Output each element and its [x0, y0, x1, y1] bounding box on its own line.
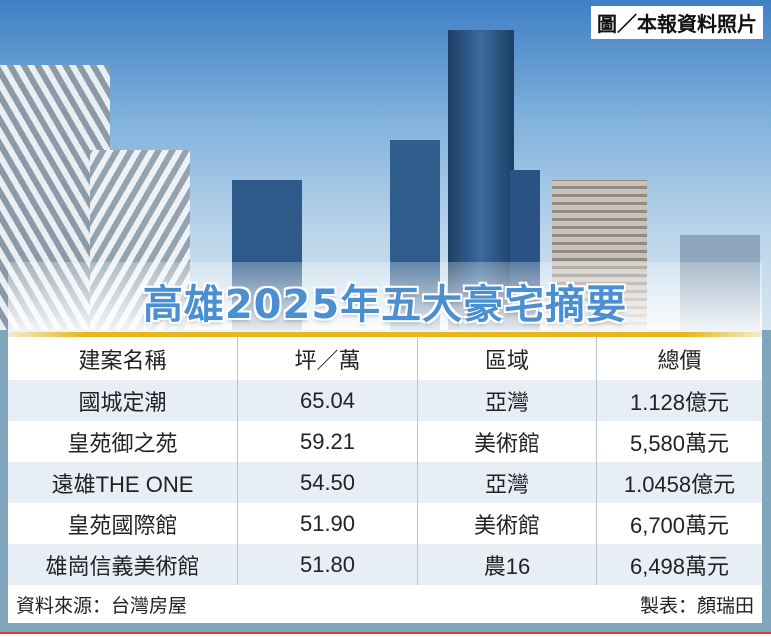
- cell-area: 美術館: [418, 503, 597, 544]
- header-total: 總價: [657, 347, 702, 373]
- accent-divider: [8, 332, 762, 337]
- photo-credit: 圖／本報資料照片: [591, 6, 763, 39]
- summary-table: 建案名稱 坪／萬 區域 總價 國城定潮 65.04 亞灣 1.128億元 皇苑御…: [8, 337, 762, 623]
- cell-area: 美術館: [418, 421, 597, 462]
- cell-name: 皇苑御之苑: [8, 421, 238, 462]
- bottom-margin: [0, 634, 771, 637]
- cell-total: 6,498萬元: [629, 553, 730, 579]
- cell-area: 亞灣: [418, 380, 597, 421]
- cell-total: 1.128億元: [629, 389, 730, 415]
- cell-name: 雄崗信義美術館: [8, 544, 238, 585]
- source-note: 資料來源：台灣房屋: [16, 596, 188, 617]
- table-header-row: 建案名稱 坪／萬 區域 總價: [8, 337, 762, 380]
- maker-note: 製表：顏瑞田: [639, 596, 754, 617]
- cell-name: 國城定潮: [8, 380, 238, 421]
- cell-price: 59.21: [238, 421, 418, 462]
- cell-total: 5,580萬元: [629, 430, 730, 456]
- summary-panel: 高雄2025年五大豪宅摘要 建案名稱 坪／萬 區域 總價 國城定潮 65.04 …: [8, 262, 762, 623]
- cell-total: 1.0458億元: [623, 471, 736, 497]
- table-row: 皇苑御之苑 59.21 美術館 5,580萬元: [8, 421, 762, 462]
- cell-area: 農16: [418, 544, 597, 585]
- cell-price: 65.04: [238, 380, 418, 421]
- header-price-per-ping: 坪／萬: [238, 337, 418, 380]
- header-name: 建案名稱: [8, 337, 238, 380]
- cell-price: 54.50: [238, 462, 418, 503]
- table-row: 國城定潮 65.04 亞灣 1.128億元: [8, 380, 762, 421]
- fade-overlay: [8, 262, 762, 338]
- header-area: 區域: [418, 337, 597, 380]
- page-title: 高雄2025年五大豪宅摘要: [142, 282, 628, 328]
- table-row: 雄崗信義美術館 51.80 農16 6,498萬元: [8, 544, 762, 585]
- cell-name: 遠雄THE ONE: [8, 462, 238, 503]
- cell-price: 51.90: [238, 503, 418, 544]
- cell-total: 6,700萬元: [629, 512, 730, 538]
- table-row: 遠雄THE ONE 54.50 亞灣 1.0458億元: [8, 462, 762, 503]
- table-footer: 資料來源：台灣房屋 製表：顏瑞田: [8, 585, 762, 623]
- cell-name: 皇苑國際館: [8, 503, 238, 544]
- cell-price: 51.80: [238, 544, 418, 585]
- bottom-rule: [0, 632, 771, 634]
- cell-area: 亞灣: [418, 462, 597, 503]
- table-row: 皇苑國際館 51.90 美術館 6,700萬元: [8, 503, 762, 544]
